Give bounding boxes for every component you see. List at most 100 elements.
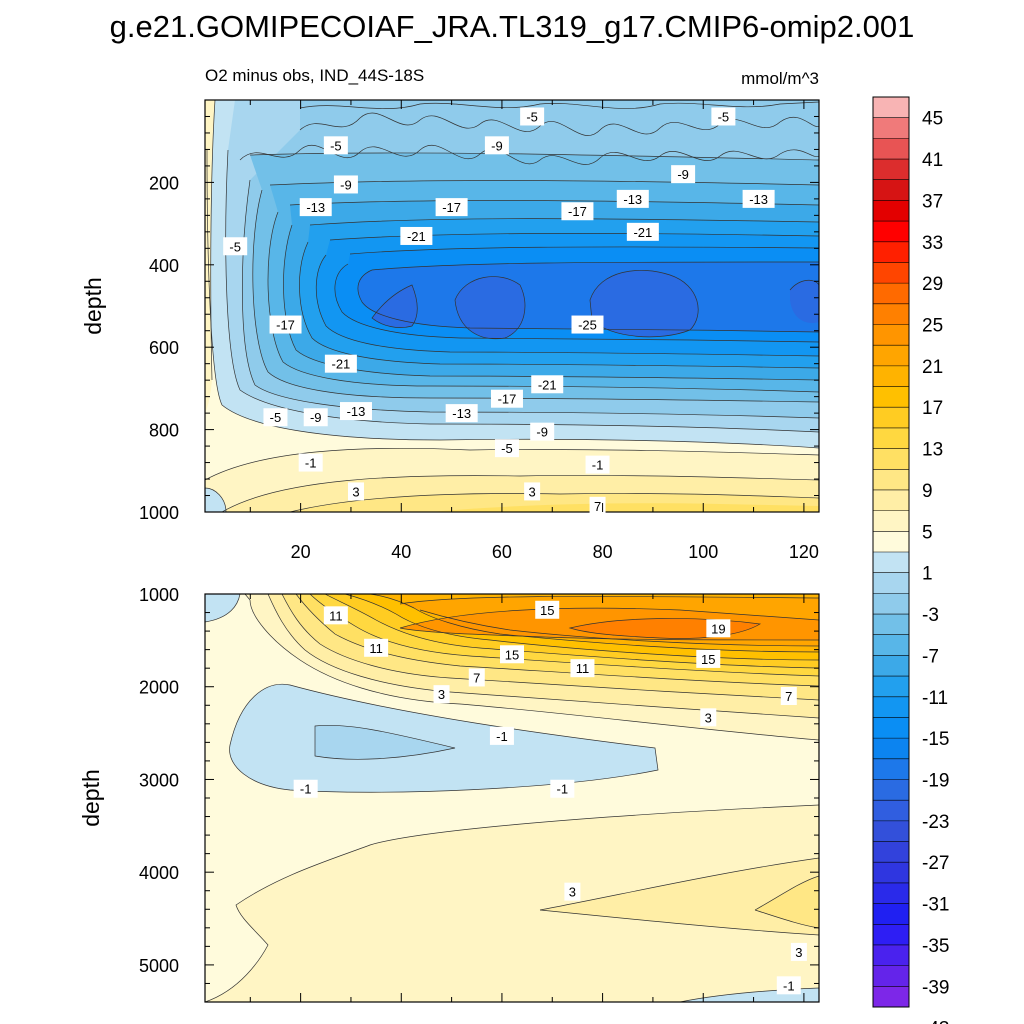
colorbar-swatch: [873, 489, 909, 511]
upper-contour-label-text: -17: [442, 200, 461, 215]
lower-contour-label: 15: [696, 649, 721, 668]
lower-contour-label-text: 11: [369, 641, 383, 656]
upper-contour-label: -21: [531, 375, 564, 394]
upper-contour-label: -13: [445, 404, 478, 423]
upper-plot-frame: [204, 99, 820, 513]
upper-contour-panel: -5 -5-5 -9-9-9-13-13 -13-17 -17-21 -21-5-17 -2…: [80, 99, 820, 562]
colorbar-label: 41: [922, 150, 943, 171]
lower-contour-label-text: 3: [569, 885, 576, 900]
lower-contour-label-text: 7: [785, 689, 792, 704]
colorbar-label: -3: [922, 605, 939, 626]
upper-contour-label-text: -13: [623, 192, 642, 207]
lower-contour-label-text: -1: [783, 978, 795, 993]
upper-contour-label-text: 3: [352, 484, 359, 499]
colorbar-swatch: [873, 510, 909, 532]
upper-contour-label: -5: [494, 439, 519, 458]
lower-contour-label: 15: [500, 645, 524, 664]
colorbar-swatch: [873, 903, 909, 925]
upper-contour-label: -21: [324, 354, 357, 373]
upper-x-tick-label: 100: [688, 542, 718, 562]
upper-contour-label: -13: [339, 402, 372, 421]
colorbar-swatch: [873, 138, 909, 160]
upper-contour-label-text: -13: [306, 200, 325, 215]
colorbar-swatch: [873, 262, 909, 284]
upper-contour-label-text: -5: [270, 410, 282, 425]
upper-contour-label-text: -13: [452, 406, 471, 421]
colorbar-label: -23: [922, 812, 949, 833]
colorbar-swatch: [873, 283, 909, 305]
upper-axes: 200 400 600 800 1000 20 40 60 80 100 120: [139, 99, 819, 562]
upper-contour-label-text: 7: [594, 499, 601, 514]
colorbar-swatch: [873, 820, 909, 842]
colorbar-swatch: [873, 365, 909, 387]
lower-contour-label: 11: [323, 606, 348, 625]
colorbar-label: 17: [922, 398, 943, 419]
upper-contour-label-text: -25: [578, 318, 597, 333]
colorbar-label: -15: [922, 729, 949, 750]
lower-contour-label: -1: [776, 976, 801, 995]
upper-x-tick-label: 20: [291, 542, 311, 562]
lower-y-tick-label: 4000: [139, 863, 179, 883]
colorbar-label: -27: [922, 853, 949, 874]
upper-contour-label: -5: [711, 107, 736, 126]
colorbar-label: 29: [922, 274, 943, 295]
colorbar-swatch: [873, 469, 909, 491]
colorbar-swatch: [873, 965, 909, 987]
colorbar-swatch: [873, 97, 909, 118]
colorbar-swatch: [873, 552, 909, 573]
panel-subtitle: O2 minus obs, IND_44S-18S: [205, 66, 424, 85]
colorbar-swatch: [873, 303, 909, 325]
lower-contour-label-text: 15: [701, 652, 715, 667]
upper-contour-label-text: -21: [538, 377, 557, 392]
lower-contour-label: 7: [468, 668, 485, 687]
upper-contour-label: -13: [742, 189, 775, 208]
upper-contour-label-text: -21: [633, 225, 652, 240]
upper-contour-label-text: -5: [501, 441, 513, 456]
lower-contour-label-text: 3: [438, 687, 445, 702]
lower-contour-label-text: 11: [576, 661, 590, 676]
colorbar-label: 45: [922, 109, 943, 130]
lower-contour-label-text: 15: [505, 647, 519, 662]
upper-contour-label: -9: [303, 408, 328, 427]
upper-contour-label-text: -9: [310, 410, 322, 425]
lower-contour-label-text: 3: [795, 945, 802, 960]
upper-contour-label-text: -5: [526, 109, 538, 124]
colorbar-label: -35: [922, 936, 949, 957]
upper-contour-label: -5: [520, 107, 545, 126]
units-label: mmol/m^3: [741, 69, 819, 88]
upper-y-tick-label: 400: [149, 256, 179, 276]
colorbar-label: -19: [922, 771, 949, 792]
lower-y-tick-label: 3000: [139, 770, 179, 790]
colorbar-swatch: [873, 717, 909, 739]
colorbar-swatch: [873, 593, 909, 615]
upper-contour-label: -1: [298, 453, 323, 472]
colorbar-swatch: [873, 862, 909, 884]
upper-contour-label: -5: [323, 136, 348, 155]
lower-contour-label-text: -1: [557, 782, 569, 797]
colorbar-swatch: [873, 924, 909, 946]
colorbar-label: -43: [922, 1019, 949, 1024]
colorbar-swatch: [873, 676, 909, 698]
lower-y-tick-label: 1000: [139, 585, 179, 605]
colorbar-swatch: [873, 738, 909, 760]
lower-contour-label: 15: [535, 600, 560, 619]
lower-contour-label: -1: [550, 779, 575, 798]
lower-contour-label-text: 19: [711, 621, 725, 636]
upper-contour-label: -5: [263, 408, 288, 427]
lower-contour-label-text: -1: [300, 782, 312, 797]
colorbar-swatch: [873, 179, 909, 201]
lower-y-axis-label: depth: [78, 769, 104, 827]
figure-title: g.e21.GOMIPECOIAF_JRA.TL319_g17.CMIP6-om…: [110, 9, 915, 44]
upper-y-tick-label: 800: [149, 421, 179, 441]
upper-x-tick-label: 60: [492, 542, 512, 562]
upper-contour-label: -1: [585, 455, 610, 474]
lower-contour-label: 3: [564, 882, 581, 901]
upper-y-tick-label: 200: [149, 173, 179, 193]
colorbar-swatch: [873, 324, 909, 346]
colorbar-swatch: [873, 800, 909, 822]
colorbar-swatch: [873, 221, 909, 243]
colorbar-swatch: [873, 696, 909, 718]
colorbar-swatch: [873, 986, 909, 1008]
colorbar-swatch: [873, 758, 909, 780]
upper-contour-label-text: -1: [305, 456, 317, 471]
